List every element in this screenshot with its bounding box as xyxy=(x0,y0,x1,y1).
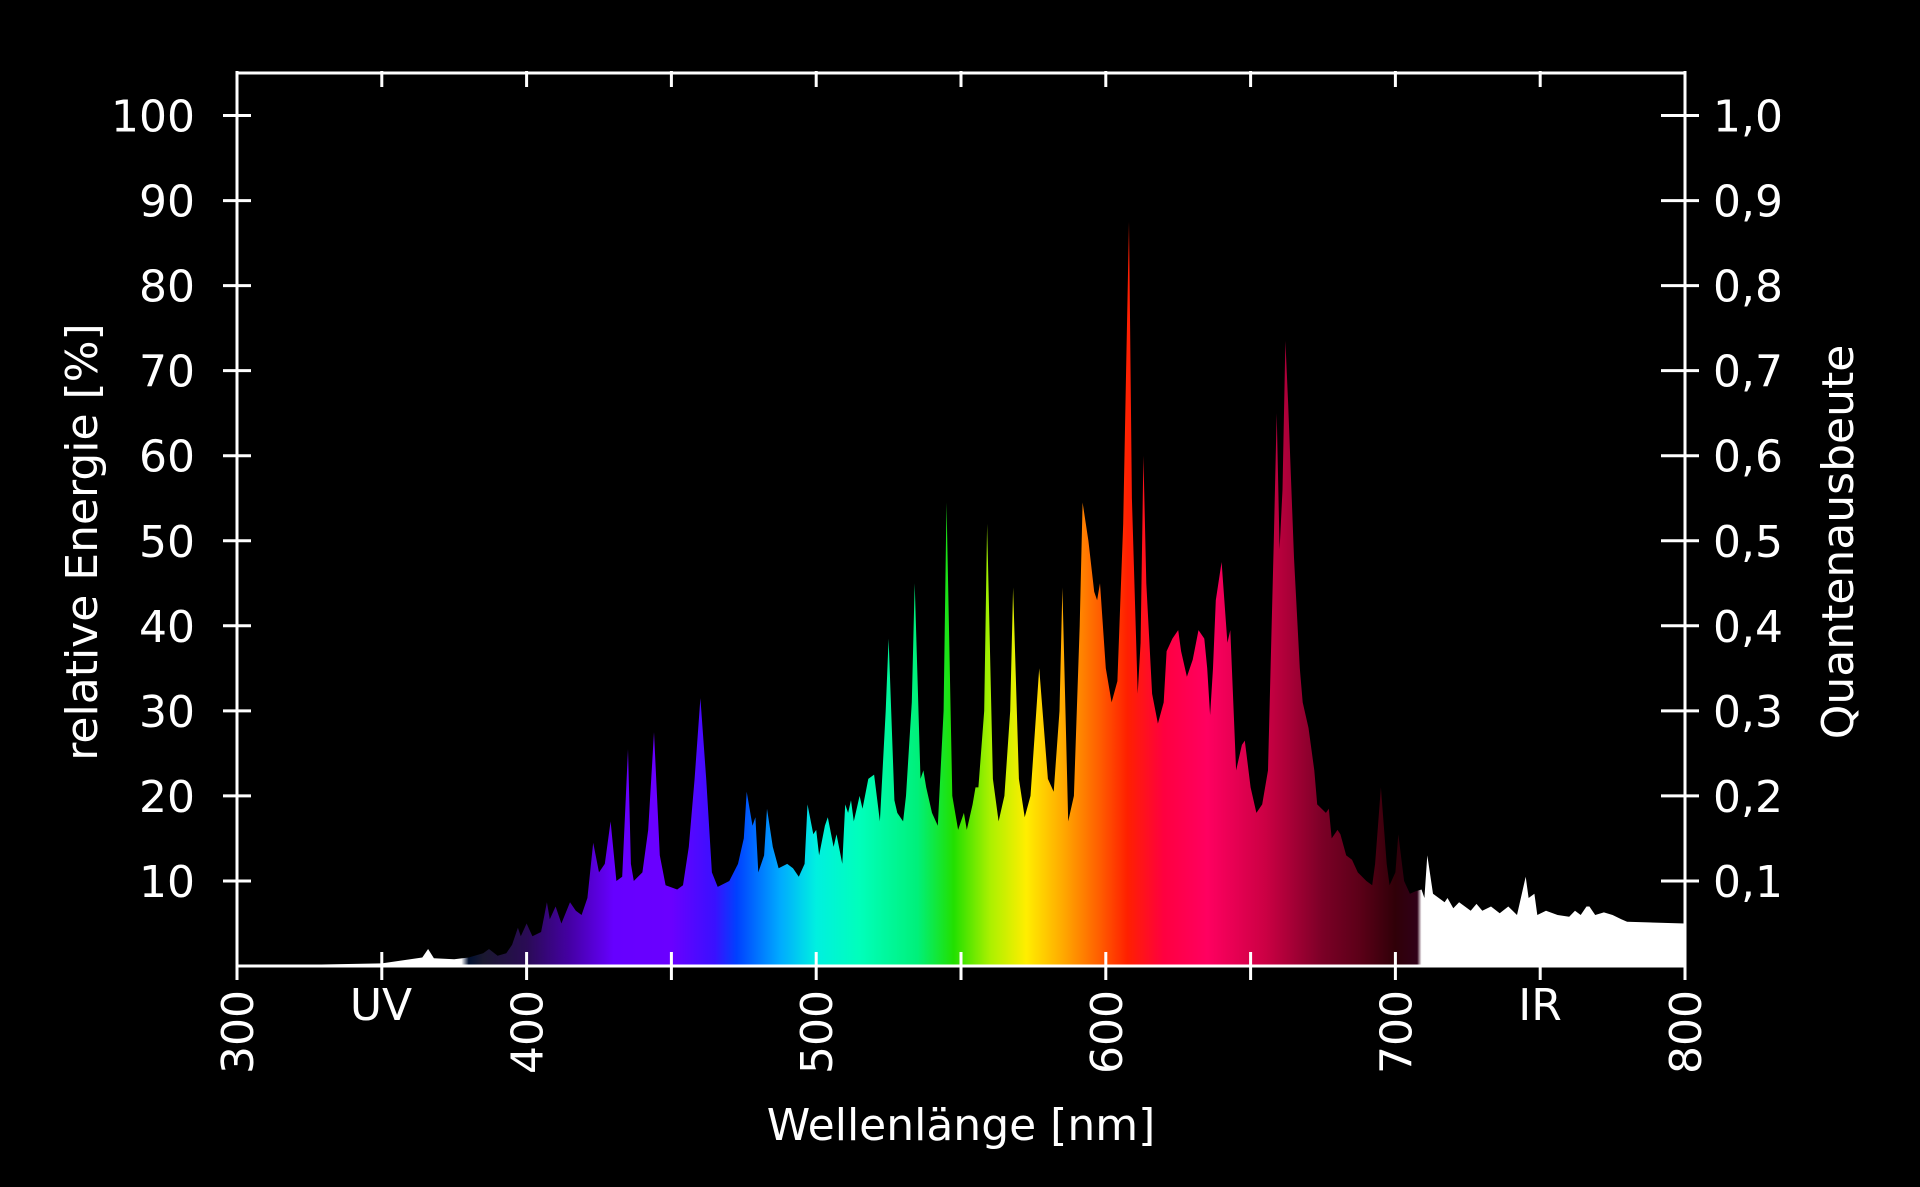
x-tick-label: 500 xyxy=(792,990,843,1074)
y2-axis-tick-labels: 0,1 0,2 0,3 0,4 0,5 0,6 0,7 0,8 0,9 1,0 xyxy=(1713,92,1783,908)
y2-axis-title: Quantenausbeute xyxy=(1813,345,1864,740)
x-axis-title: Wellenlänge [nm] xyxy=(767,1100,1156,1151)
x-tick-label: 800 xyxy=(1661,990,1712,1074)
y-tick-label: 60 xyxy=(139,432,195,483)
y-tick-label: 10 xyxy=(139,857,195,908)
x-tick-label: 400 xyxy=(503,990,554,1074)
y2-tick-label: 0,4 xyxy=(1713,602,1783,653)
spectrum-area xyxy=(237,221,1685,967)
y-tick-label: 50 xyxy=(139,517,195,568)
band-label-ir: IR xyxy=(1518,980,1562,1031)
y-tick-label: 40 xyxy=(139,602,195,653)
y2-tick-label: 0,1 xyxy=(1713,857,1783,908)
x-tick-label: 300 xyxy=(213,990,264,1074)
y-tick-label: 70 xyxy=(139,347,195,398)
y-tick-label: 100 xyxy=(111,92,195,143)
y2-tick-label: 0,8 xyxy=(1713,262,1783,313)
y-axis-title: relative Energie [%] xyxy=(57,323,108,760)
y2-tick-label: 0,5 xyxy=(1713,517,1783,568)
y2-tick-label: 0,3 xyxy=(1713,687,1783,738)
y-axis-tick-labels: 10 20 30 40 50 60 70 80 90 100 xyxy=(111,92,195,908)
axis-ticks xyxy=(223,71,1699,980)
x-axis-tick-labels: 300 400 500 600 700 800 xyxy=(213,990,1712,1074)
y-tick-label: 30 xyxy=(139,687,195,738)
y2-tick-label: 0,7 xyxy=(1713,347,1783,398)
y-tick-label: 90 xyxy=(139,177,195,228)
y2-tick-label: 0,2 xyxy=(1713,772,1783,823)
y2-tick-label: 0,6 xyxy=(1713,432,1783,483)
y-tick-label: 20 xyxy=(139,772,195,823)
x-tick-label: 600 xyxy=(1082,990,1133,1074)
x-tick-label: 700 xyxy=(1371,990,1422,1074)
y2-tick-label: 0,9 xyxy=(1713,177,1783,228)
y-tick-label: 80 xyxy=(139,262,195,313)
y2-tick-label: 1,0 xyxy=(1713,92,1783,143)
band-label-uv: UV xyxy=(350,980,412,1031)
